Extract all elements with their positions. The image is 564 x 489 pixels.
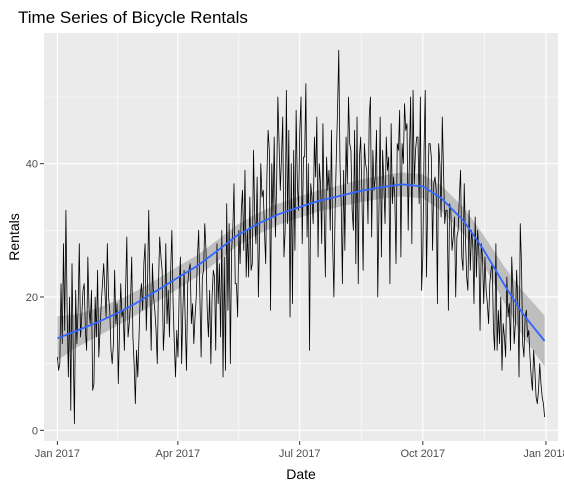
x-tick-label: Apr 2017 — [156, 448, 201, 460]
confidence-band-layer — [57, 172, 545, 367]
x-tick-label: Oct 2017 — [400, 448, 445, 460]
x-axis: Jan 2017 Apr 2017 Jul 2017 Oct 2017 Jan 2018 — [35, 441, 564, 460]
x-tick-label: Jan 2018 — [523, 448, 564, 460]
x-axis-title: Date — [286, 466, 316, 482]
y-tick-label: 20 — [26, 292, 38, 304]
y-tick-label: 0 — [32, 425, 38, 437]
smooth-layer — [57, 183, 546, 342]
series-layer — [56, 49, 546, 425]
y-axis-title: Rentals — [6, 213, 22, 260]
x-tick-label: Jan 2017 — [35, 448, 80, 460]
chart-title: Time Series of Bicycle Rentals — [18, 8, 248, 27]
smooth-trend-line — [57, 183, 546, 342]
x-tick-label: Jul 2017 — [279, 448, 321, 460]
y-axis: 0 20 40 — [26, 159, 44, 437]
y-tick-label: 40 — [26, 159, 38, 171]
confidence-band — [57, 172, 545, 367]
daily-rentals-line — [56, 49, 546, 425]
